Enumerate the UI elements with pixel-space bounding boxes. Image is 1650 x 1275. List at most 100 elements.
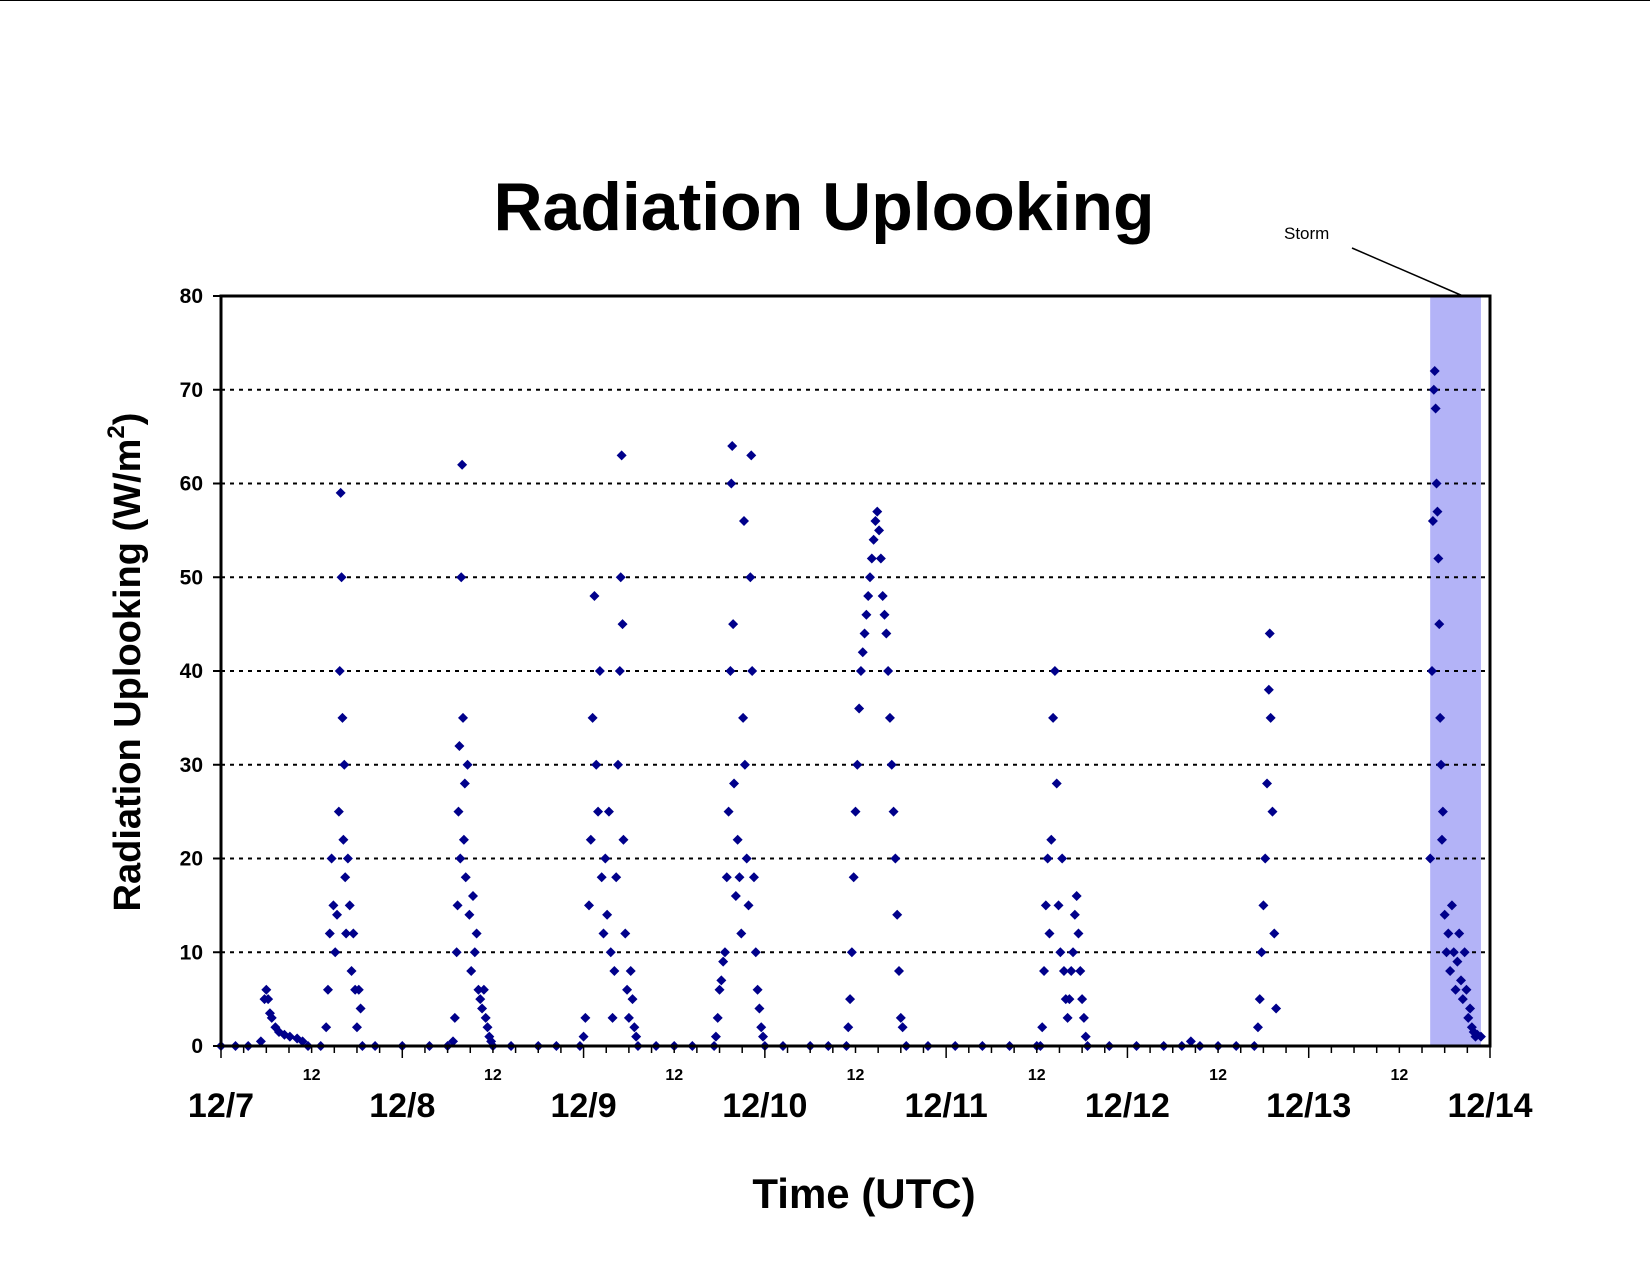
x-tick-label-12-13: 12/13 — [1266, 1087, 1351, 1125]
data-point — [620, 928, 631, 939]
data-point — [870, 516, 881, 526]
data-point — [1073, 928, 1084, 939]
data-point — [1049, 666, 1060, 676]
data-point — [1264, 628, 1275, 639]
y-tick-label-30: 30 — [180, 754, 203, 777]
data-point — [736, 928, 747, 939]
data-point — [854, 703, 865, 714]
data-point — [1446, 900, 1457, 911]
data-point — [339, 759, 350, 770]
data-point — [721, 872, 732, 883]
data-point — [756, 1022, 767, 1033]
data-point — [477, 1003, 488, 1014]
data-point — [857, 647, 868, 658]
data-point — [738, 712, 749, 723]
y-tick-label-20: 20 — [180, 848, 203, 871]
data-point — [886, 759, 897, 770]
data-point — [605, 947, 616, 958]
data-point — [848, 872, 859, 883]
data-point — [1436, 759, 1447, 770]
data-point — [473, 984, 484, 995]
data-point — [332, 909, 343, 920]
data-point — [1428, 384, 1439, 395]
x-tick-label-12-11: 12/11 — [905, 1087, 988, 1125]
data-point — [1435, 712, 1446, 723]
data-point — [448, 1036, 459, 1047]
data-point — [584, 900, 595, 911]
data-point — [1044, 928, 1055, 939]
data-point — [872, 506, 883, 517]
data-point — [1441, 947, 1452, 958]
data-point — [453, 806, 464, 817]
data-point — [348, 928, 359, 939]
data-point — [712, 1012, 723, 1023]
chart-title: Radiation Uplooking — [493, 169, 1154, 245]
data-point — [725, 666, 736, 676]
data-point — [845, 994, 856, 1005]
data-point — [462, 759, 473, 770]
data-point — [1433, 553, 1444, 564]
data-point — [1448, 947, 1459, 958]
data-point — [1075, 966, 1086, 976]
x-tick-label-12-12: 12/12 — [1085, 1087, 1170, 1125]
data-point — [752, 984, 763, 995]
data-point — [1450, 984, 1461, 995]
data-point — [846, 947, 857, 958]
data-point — [255, 1036, 266, 1047]
data-point — [1071, 891, 1082, 901]
data-point — [883, 666, 894, 676]
data-point — [897, 1022, 908, 1033]
data-point — [1437, 806, 1448, 817]
data-point — [866, 553, 877, 564]
data-point — [1432, 506, 1443, 517]
data-point — [596, 872, 607, 883]
data-point — [877, 591, 888, 601]
data-point — [1457, 994, 1468, 1005]
y-axis-label-sup: 2 — [103, 425, 130, 438]
data-point — [1455, 975, 1466, 986]
data-point — [297, 1036, 308, 1047]
data-point — [1058, 966, 1069, 976]
y-tick-label-70: 70 — [180, 379, 203, 402]
data-point — [328, 900, 339, 911]
data-point — [1425, 853, 1436, 864]
data-point — [322, 984, 333, 995]
data-point — [631, 1031, 642, 1042]
data-point — [747, 666, 758, 676]
data-point — [589, 591, 600, 601]
data-point — [351, 1022, 362, 1033]
data-point — [482, 1022, 493, 1033]
x-axis: 12/7 12/8 12/9 12/10 12/11 12/12 12/13 12/14 12 1… — [188, 1046, 1533, 1125]
data-point — [340, 872, 351, 883]
data-point — [1062, 1012, 1073, 1023]
data-point — [1426, 666, 1437, 676]
data-point — [341, 928, 352, 939]
data-point — [726, 478, 737, 489]
data-point — [1445, 966, 1456, 976]
data-point — [607, 1012, 618, 1023]
data-point — [863, 591, 874, 601]
data-point — [890, 853, 901, 864]
data-point — [1039, 966, 1050, 976]
data-point — [850, 806, 861, 817]
data-point — [591, 759, 602, 770]
data-point — [1434, 619, 1445, 630]
data-point — [714, 984, 725, 995]
x-midday-label: 12 — [303, 1067, 321, 1084]
data-point — [587, 712, 598, 723]
x-midday-label: 12 — [1209, 1067, 1227, 1084]
y-axis-label-close: ) — [107, 413, 149, 426]
data-point — [1443, 928, 1454, 939]
data-point — [1252, 1022, 1263, 1033]
storm-annotation-label: Storm — [1284, 224, 1329, 243]
data-point — [594, 666, 605, 676]
data-point — [451, 947, 462, 958]
data-point — [471, 928, 482, 939]
data-point — [1263, 684, 1274, 695]
x-tick-label-12-7: 12/7 — [188, 1087, 254, 1125]
data-point — [748, 872, 759, 883]
data-point — [884, 712, 895, 723]
data-point — [1078, 1012, 1089, 1023]
x-tick-label-12-14: 12/14 — [1447, 1087, 1532, 1125]
